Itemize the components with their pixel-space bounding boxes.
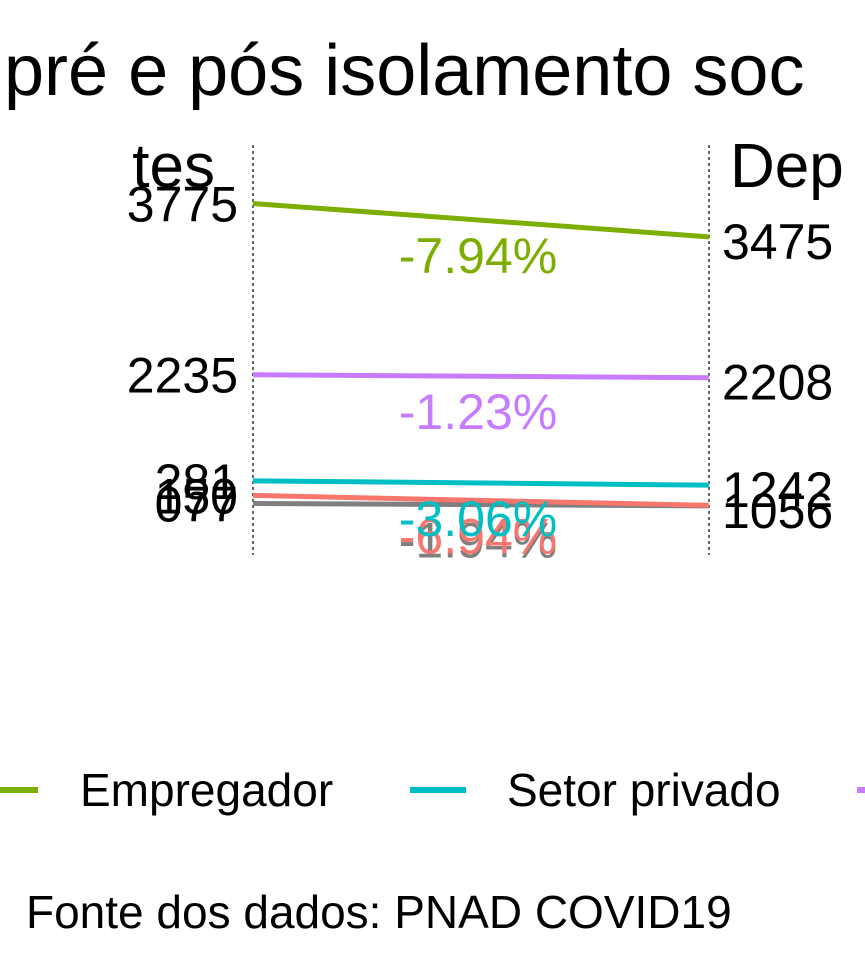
end-value-label: 1242 [722, 462, 833, 518]
start-value-label: 3775 [127, 177, 238, 233]
legend-label-setor-privado: Setor privado [507, 764, 781, 816]
end-value-label: 1056 [722, 483, 833, 539]
start-value-label: 281 [155, 454, 238, 510]
legend-label-empregador: Empregador [80, 764, 333, 816]
data-source-note: Fonte dos dados: PNAD COVID19 [26, 886, 732, 938]
change-label-setor-privado: -3.06% [399, 491, 557, 547]
series-line-series-3 [252, 492, 710, 508]
change-label-empregador: -7.94% [399, 228, 557, 284]
chart-title: pré e pós isolamento soc [4, 31, 804, 111]
change-label-series-1: -1.23% [399, 384, 557, 440]
left-column-label: tes [132, 132, 215, 201]
series-line-series-1 [252, 372, 710, 381]
right-column-label: Dep [730, 132, 844, 201]
start-value-label: 150 [155, 468, 238, 524]
series-line-empregador [252, 201, 710, 240]
change-labels: -1.94%-6.94%-3.06% -1.23% -7.94% [399, 228, 557, 568]
start-value-label: 077 [155, 477, 238, 533]
change-label-series-3: -6.94% [399, 508, 557, 564]
legend: Empregador Setor privado [0, 764, 865, 816]
start-value-label: 2235 [127, 348, 238, 404]
series-line-setor-privado [252, 478, 710, 488]
end-value-label: 3475 [722, 214, 833, 270]
end-value-label: 2208 [722, 355, 833, 411]
change-label-series-4: -1.94% [399, 513, 557, 569]
